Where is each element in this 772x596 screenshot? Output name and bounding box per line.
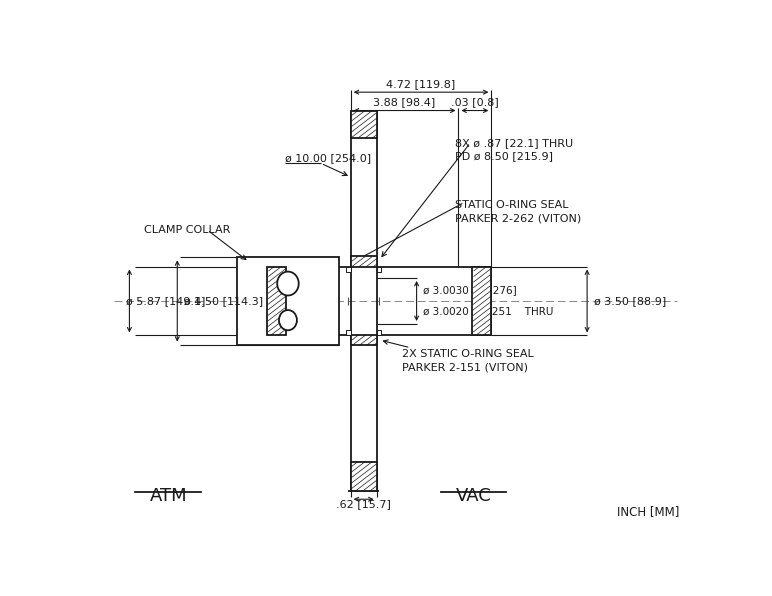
Bar [237, 257, 339, 344]
Bar [267, 266, 286, 336]
Ellipse shape [279, 310, 297, 330]
Text: ATM: ATM [150, 487, 187, 505]
Text: INCH [MM]: INCH [MM] [618, 505, 680, 518]
Text: VAC: VAC [455, 487, 491, 505]
Text: ø 5.87 [149.1]: ø 5.87 [149.1] [127, 296, 206, 306]
Text: 8X ø .87 [22.1] THRU
PD ø 8.50 [215.9]: 8X ø .87 [22.1] THRU PD ø 8.50 [215.9] [455, 138, 574, 162]
Bar [346, 266, 350, 272]
Text: 3.88 [98.4]: 3.88 [98.4] [374, 97, 435, 107]
Text: .62 [15.7]: .62 [15.7] [336, 499, 391, 510]
Text: CLAMP COLLAR: CLAMP COLLAR [144, 225, 231, 235]
Text: 4.72 [119.8]: 4.72 [119.8] [387, 79, 455, 89]
Bar [350, 336, 377, 346]
Text: .03 [0.8]: .03 [0.8] [451, 97, 499, 107]
Text: ø 3.0020  76.251    THRU: ø 3.0020 76.251 THRU [422, 306, 553, 316]
Bar [377, 266, 381, 272]
Text: ø 10.00 [254.0]: ø 10.00 [254.0] [285, 153, 371, 163]
Text: ø 3.50 [88.9]: ø 3.50 [88.9] [594, 296, 666, 306]
Text: ø 4.50 [114.3]: ø 4.50 [114.3] [185, 296, 263, 306]
Bar [377, 330, 381, 336]
Bar [472, 266, 492, 336]
Bar [350, 110, 377, 138]
Bar [350, 256, 377, 266]
Text: STATIC O-RING SEAL
PARKER 2-262 (VITON): STATIC O-RING SEAL PARKER 2-262 (VITON) [455, 200, 582, 224]
Ellipse shape [277, 272, 299, 296]
Bar [346, 330, 350, 336]
Text: ø 3.0030 [76.276]: ø 3.0030 [76.276] [422, 285, 516, 296]
Text: 2X STATIC O-RING SEAL
PARKER 2-151 (VITON): 2X STATIC O-RING SEAL PARKER 2-151 (VITO… [401, 349, 533, 372]
Bar [350, 461, 377, 492]
